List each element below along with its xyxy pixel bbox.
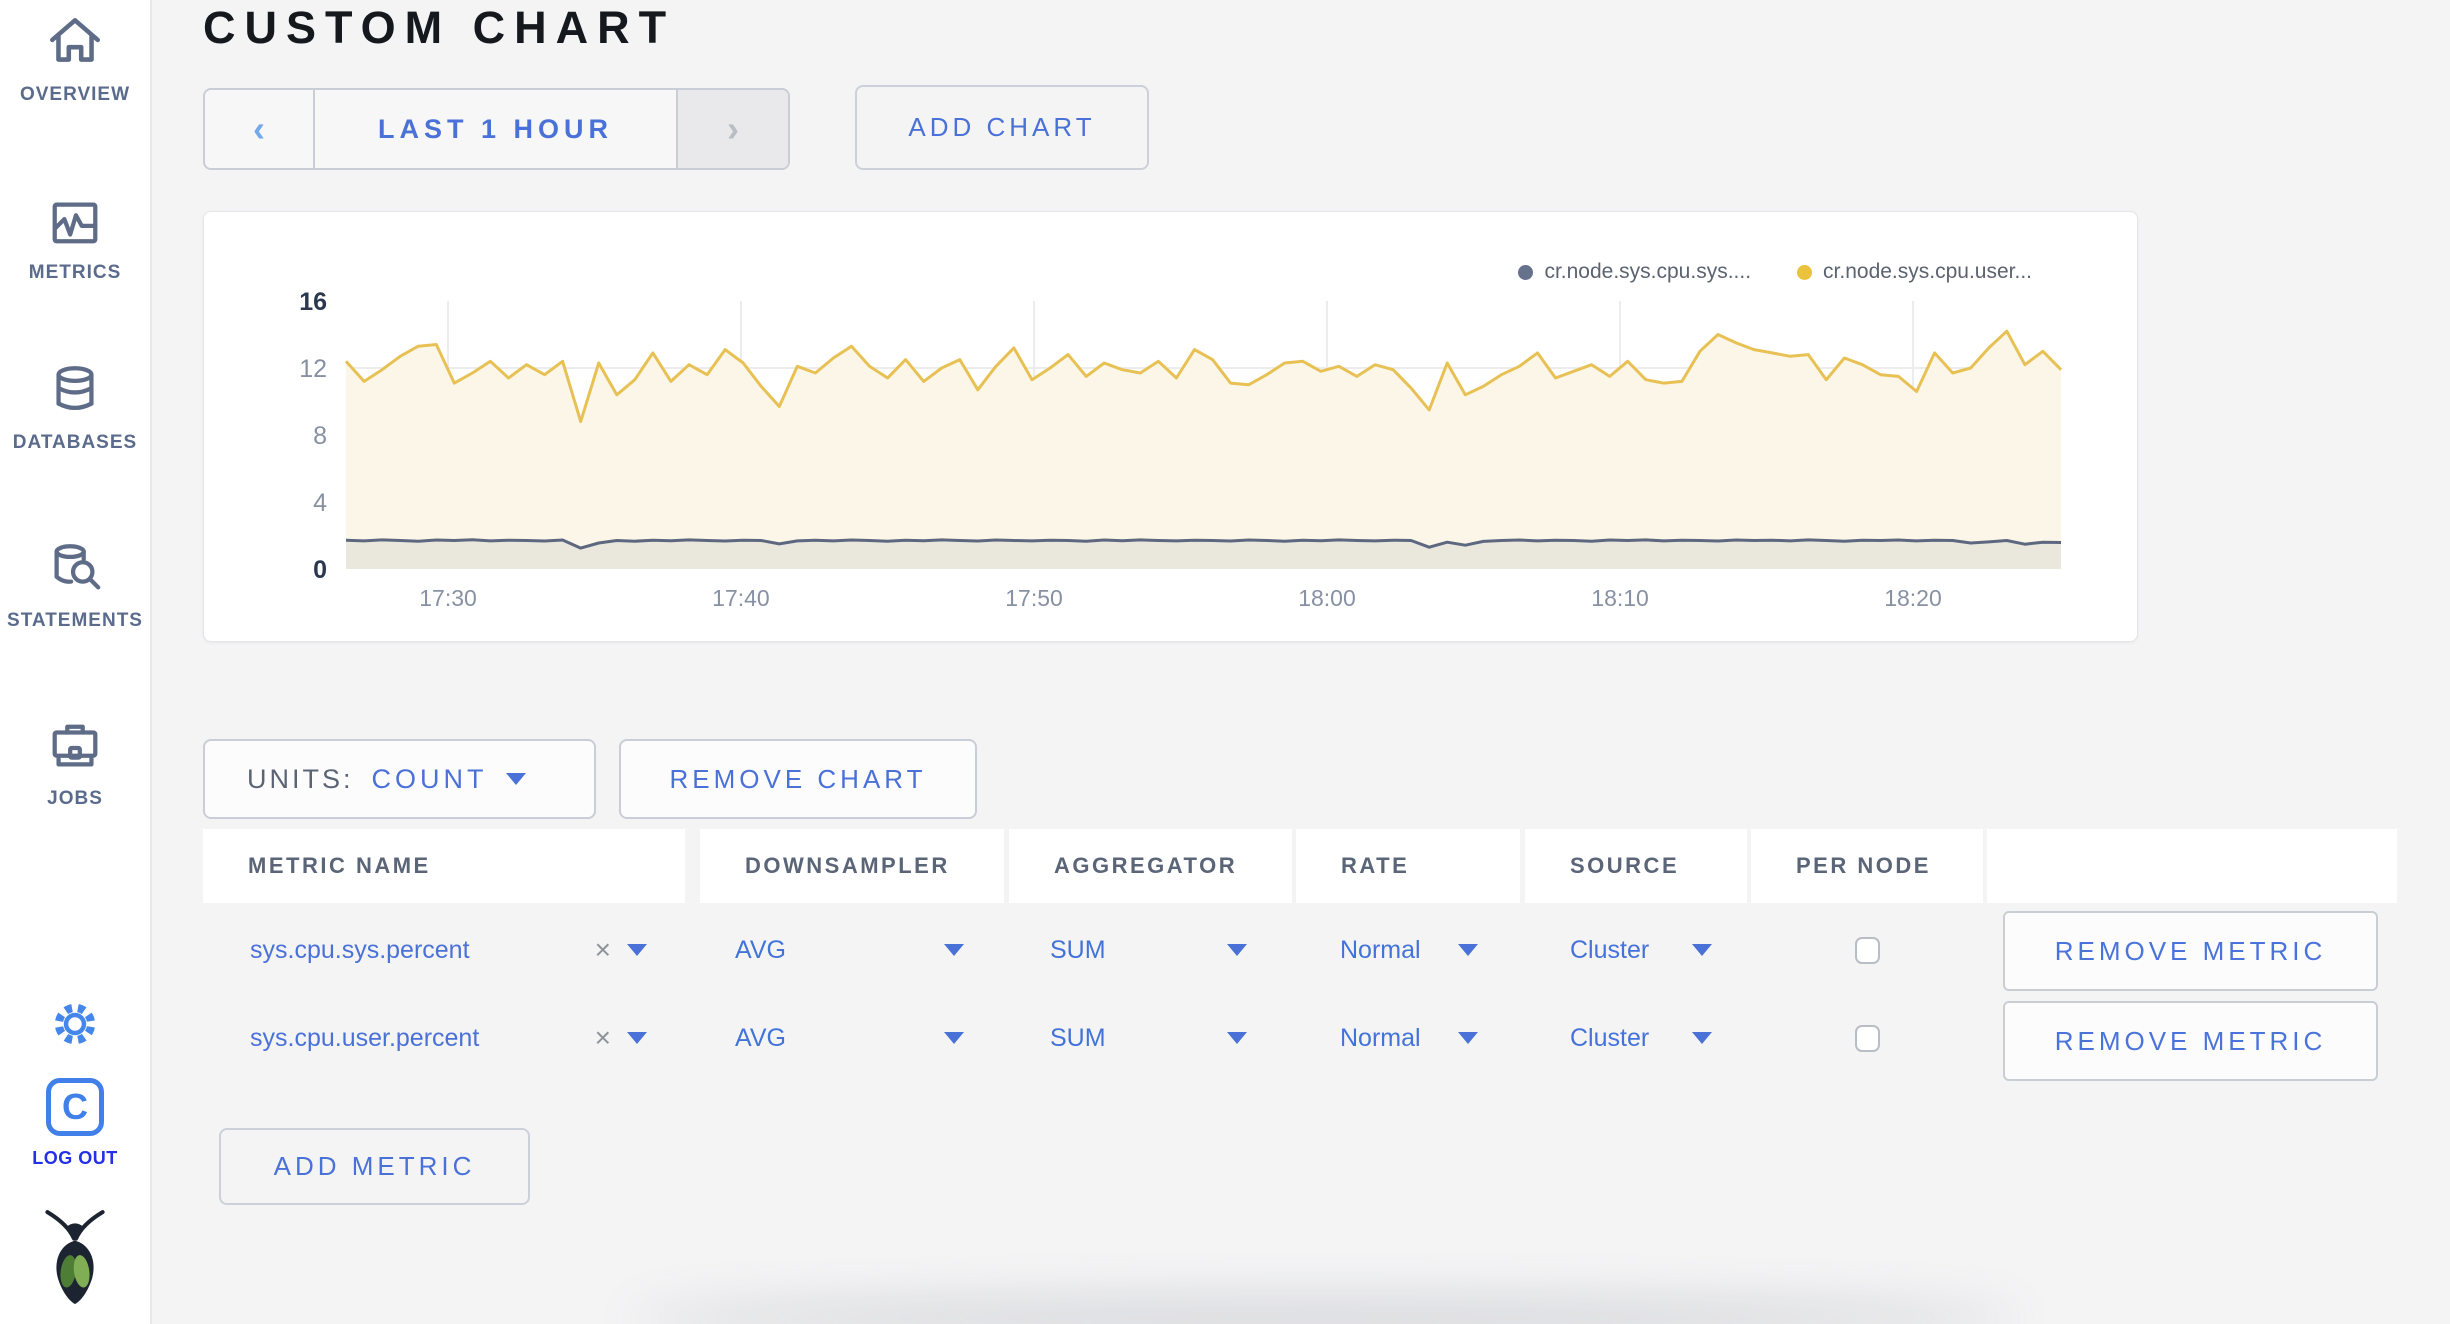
column-header-metric-name: METRIC NAME — [203, 829, 685, 903]
sidebar-item-label: METRICS — [28, 262, 122, 283]
svg-text:18:20: 18:20 — [1884, 585, 1942, 611]
svg-text:8: 8 — [313, 422, 327, 450]
aggregator-dropdown[interactable]: SUM — [1009, 995, 1292, 1081]
chevron-down-icon — [944, 944, 964, 956]
metric-name-dropdown[interactable]: sys.cpu.user.percent × — [203, 995, 685, 1081]
sidebar: OVERVIEW METRICS DATABASES — [0, 0, 152, 1324]
chevron-left-icon: ‹ — [253, 108, 265, 149]
column-header-per-node: PER NODE — [1751, 829, 1983, 903]
svg-text:12: 12 — [299, 355, 327, 383]
svg-text:18:00: 18:00 — [1298, 585, 1356, 611]
sidebar-item-label: JOBS — [47, 788, 103, 809]
column-header-rate: RATE — [1296, 829, 1520, 903]
svg-text:4: 4 — [313, 489, 327, 517]
time-next-button[interactable]: › — [676, 90, 788, 168]
add-metric-button[interactable]: ADD METRIC — [219, 1128, 530, 1205]
svg-text:0: 0 — [313, 556, 327, 584]
remove-metric-button[interactable]: REMOVE METRIC — [2003, 1001, 2378, 1081]
sidebar-item-label: DATABASES — [12, 432, 138, 453]
svg-text:16: 16 — [299, 288, 327, 316]
source-dropdown[interactable]: Cluster — [1525, 907, 1747, 993]
chevron-down-icon — [1458, 1032, 1478, 1044]
downsampler-dropdown[interactable]: AVG — [700, 995, 1004, 1081]
aggregator-dropdown[interactable]: SUM — [1009, 907, 1292, 993]
gear-icon — [0, 998, 150, 1050]
chevron-down-icon — [1227, 1032, 1247, 1044]
logout-button[interactable]: C LOG OUT — [0, 1078, 150, 1169]
legend-dot-gray — [1518, 264, 1534, 280]
units-value: COUNT — [371, 763, 488, 794]
legend-dot-yellow — [1797, 264, 1813, 280]
briefcase-icon — [0, 718, 150, 776]
clear-metric-icon[interactable]: × — [594, 1022, 611, 1053]
legend-label: cr.node.sys.cpu.user... — [1823, 260, 2032, 283]
chevron-down-icon — [1692, 944, 1712, 956]
legend-item-user[interactable]: cr.node.sys.cpu.user... — [1797, 260, 2032, 284]
sidebar-item-overview[interactable]: OVERVIEW — [0, 12, 150, 106]
metric-name-value: sys.cpu.sys.percent — [250, 935, 470, 964]
clear-metric-icon[interactable]: × — [594, 934, 611, 965]
units-dropdown[interactable]: UNITS: COUNT — [203, 739, 596, 819]
column-header-actions — [1987, 829, 2397, 903]
remove-metric-button[interactable]: REMOVE METRIC — [2003, 911, 2378, 991]
chevron-down-icon — [944, 1032, 964, 1044]
svg-text:17:40: 17:40 — [712, 585, 770, 611]
source-dropdown[interactable]: Cluster — [1525, 995, 1747, 1081]
chart-legend: cr.node.sys.cpu.sys.... cr.node.sys.cpu.… — [1518, 260, 2032, 284]
chevron-down-icon — [627, 944, 647, 956]
sidebar-item-label: OVERVIEW — [19, 84, 131, 105]
chart-svg: 16 12 8 4 0 17:30 17:40 17:50 18:00 18:10 18:20 — [299, 288, 2063, 611]
sidebar-item-label: STATEMENTS — [7, 610, 143, 631]
rate-dropdown[interactable]: Normal — [1296, 995, 1520, 1081]
metrics-graph-icon — [0, 194, 150, 250]
metric-name-dropdown[interactable]: sys.cpu.sys.percent × — [203, 907, 685, 993]
database-search-icon — [0, 540, 150, 598]
database-icon — [0, 362, 150, 420]
units-label: UNITS: — [247, 763, 354, 794]
sidebar-item-jobs[interactable]: JOBS — [0, 718, 150, 810]
settings-button[interactable] — [0, 998, 150, 1050]
column-header-aggregator: AGGREGATOR — [1009, 829, 1292, 903]
per-node-checkbox[interactable] — [1854, 1024, 1880, 1052]
rate-dropdown[interactable]: Normal — [1296, 907, 1520, 993]
column-header-source: SOURCE — [1525, 829, 1747, 903]
chevron-down-icon — [1227, 944, 1247, 956]
svg-text:17:50: 17:50 — [1005, 585, 1063, 611]
chart-card: 16 12 8 4 0 17:30 17:40 17:50 18:00 18:10 18:20 cr… — [203, 211, 2138, 642]
chevron-down-icon — [1692, 1032, 1712, 1044]
home-icon — [0, 12, 150, 72]
legend-item-sys[interactable]: cr.node.sys.cpu.sys.... — [1518, 260, 1751, 284]
downsampler-dropdown[interactable]: AVG — [700, 907, 1004, 993]
legend-label: cr.node.sys.cpu.sys.... — [1544, 260, 1752, 283]
add-chart-button[interactable]: ADD CHART — [855, 85, 1149, 170]
time-range-dropdown[interactable]: LAST 1 HOUR — [377, 113, 613, 144]
time-range-selector: ‹ LAST 1 HOUR › — [203, 88, 790, 170]
remove-chart-button[interactable]: REMOVE CHART — [619, 739, 977, 819]
svg-text:18:10: 18:10 — [1591, 585, 1649, 611]
chevron-down-icon — [505, 773, 526, 785]
sidebar-item-metrics[interactable]: METRICS — [0, 194, 150, 284]
chevron-right-icon: › — [727, 108, 739, 149]
chevron-down-icon — [1458, 944, 1478, 956]
sidebar-item-databases[interactable]: DATABASES — [0, 362, 150, 454]
c-logo-icon: C — [0, 1078, 150, 1136]
time-prev-button[interactable]: ‹ — [205, 90, 315, 168]
metric-name-value: sys.cpu.user.percent — [250, 1023, 480, 1052]
sidebar-item-statements[interactable]: STATEMENTS — [0, 540, 150, 632]
per-node-checkbox[interactable] — [1854, 936, 1880, 964]
chevron-down-icon — [627, 1032, 647, 1044]
logout-label: LOG OUT — [32, 1148, 118, 1168]
svg-text:17:30: 17:30 — [419, 585, 477, 611]
column-header-downsampler: DOWNSAMPLER — [700, 829, 1004, 903]
cockroach-logo-icon — [0, 1208, 150, 1306]
page-title: CUSTOM CHART — [203, 2, 676, 53]
